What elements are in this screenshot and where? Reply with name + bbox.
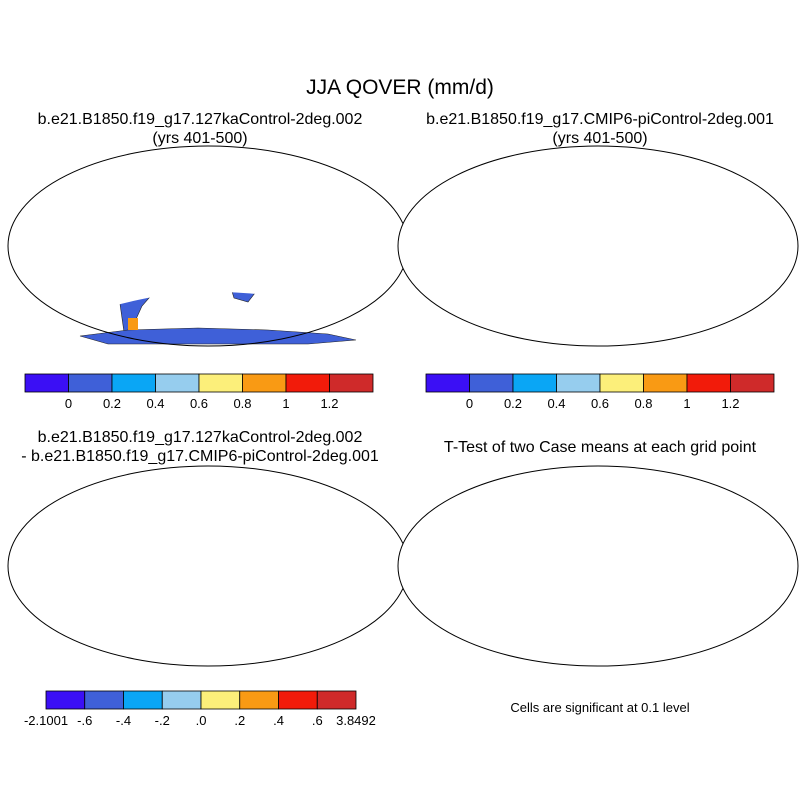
colorbar-tr-label-6: 1	[683, 396, 690, 411]
colorbar-tl-label-7: 1.2	[320, 396, 338, 411]
map-bottom-right	[397, 465, 799, 667]
colorbar-bl-label-7: .4	[273, 713, 284, 728]
colorbar-tr-label-3: 0.4	[547, 396, 565, 411]
panel-title-bottom-left: b.e21.B1850.f19_g17.127kaControl-2deg.00…	[0, 428, 400, 466]
colorbar-tl-label-2: 0.2	[103, 396, 121, 411]
panel-title-top-right-line2: (yrs 401-500)	[552, 130, 648, 147]
colorbar-top-left: 0 0.2 0.4 0.6 0.8 1 1.2	[24, 373, 374, 411]
colorbar-tl-box-1	[24, 373, 69, 393]
colorbar-bl-box-8	[316, 690, 357, 710]
colorbar-tr-box-1	[425, 373, 470, 393]
colorbar-bottom-left: -2.1001 -.6 -.4 -.2 .0 .2 .4 .6 3.8492	[24, 690, 376, 728]
colorbar-tl-label-1: 0	[65, 396, 72, 411]
map-bottom-left	[7, 465, 409, 667]
panel-title-top-right-line1: b.e21.B1850.f19_g17.CMIP6-piControl-2deg…	[426, 111, 774, 128]
colorbar-tr-box-8	[730, 373, 775, 393]
colorbar-top-right: 0 0.2 0.4 0.6 0.8 1 1.2	[425, 373, 775, 411]
colorbar-tl-box-3	[111, 373, 156, 393]
colorbar-tl-box-4	[155, 373, 200, 393]
colorbar-bl-label-5: .0	[196, 713, 207, 728]
colorbar-bl-box-7	[278, 690, 318, 710]
colorbar-tr-box-7	[686, 373, 731, 393]
colorbar-bl-label-9: 3.8492	[336, 713, 376, 728]
colorbar-tr-label-4: 0.6	[591, 396, 609, 411]
colorbar-tl-box-7	[285, 373, 330, 393]
colorbar-tl-box-5	[198, 373, 243, 393]
panel-title-bottom-left-line2: - b.e21.B1850.f19_g17.CMIP6-piControl-2d…	[21, 448, 379, 465]
panel-title-top-left-line1: b.e21.B1850.f19_g17.127kaControl-2deg.00…	[37, 111, 363, 128]
runoff-hotspots-tl	[128, 318, 138, 330]
colorbar-tl-label-5: 0.8	[233, 396, 251, 411]
figure-title: JJA QOVER (mm/d)	[306, 76, 494, 99]
colorbar-tl-box-8	[329, 373, 374, 393]
colorbar-bl-box-2	[84, 690, 124, 710]
panel-title-top-left: b.e21.B1850.f19_g17.127kaControl-2deg.00…	[0, 110, 400, 148]
panel-title-bottom-right: T-Test of two Case means at each grid po…	[443, 439, 757, 456]
colorbar-bl-label-2: -.6	[77, 713, 92, 728]
colorbar-tr-label-5: 0.8	[634, 396, 652, 411]
colorbar-tr-box-5	[599, 373, 644, 393]
colorbar-bl-box-5	[200, 690, 241, 710]
colorbar-bl-box-3	[123, 690, 163, 710]
colorbar-bl-label-4: -.2	[155, 713, 170, 728]
colorbar-bl-label-8: .6	[312, 713, 323, 728]
map-top-left	[7, 145, 409, 347]
colorbar-tr-label-7: 1.2	[721, 396, 739, 411]
colorbar-tr-box-3	[512, 373, 557, 393]
panel-title-top-right: b.e21.B1850.f19_g17.CMIP6-piControl-2deg…	[400, 110, 800, 148]
significance-note: Cells are significant at 0.1 level	[510, 700, 690, 715]
colorbar-bl-label-6: .2	[234, 713, 245, 728]
colorbar-tl-label-4: 0.6	[190, 396, 208, 411]
panel-title-top-left-line2: (yrs 401-500)	[152, 130, 248, 147]
colorbar-tr-box-4	[556, 373, 601, 393]
colorbar-tr-box-2	[469, 373, 514, 393]
colorbar-tl-box-6	[242, 373, 287, 393]
colorbar-tr-label-2: 0.2	[504, 396, 522, 411]
map-top-right	[397, 145, 799, 347]
colorbar-tl-box-2	[68, 373, 113, 393]
colorbar-bl-box-4	[161, 690, 202, 710]
colorbar-tl-label-3: 0.4	[146, 396, 164, 411]
colorbar-bl-box-6	[239, 690, 279, 710]
colorbar-tr-box-6	[643, 373, 688, 393]
colorbar-tr-label-1: 0	[466, 396, 473, 411]
colorbar-tl-label-6: 1	[282, 396, 289, 411]
colorbar-bl-box-1	[45, 690, 86, 710]
panel-title-bottom-left-line1: b.e21.B1850.f19_g17.127kaControl-2deg.00…	[37, 429, 363, 446]
colorbar-bl-label-1: -2.1001	[24, 713, 68, 728]
colorbar-bl-label-3: -.4	[116, 713, 131, 728]
